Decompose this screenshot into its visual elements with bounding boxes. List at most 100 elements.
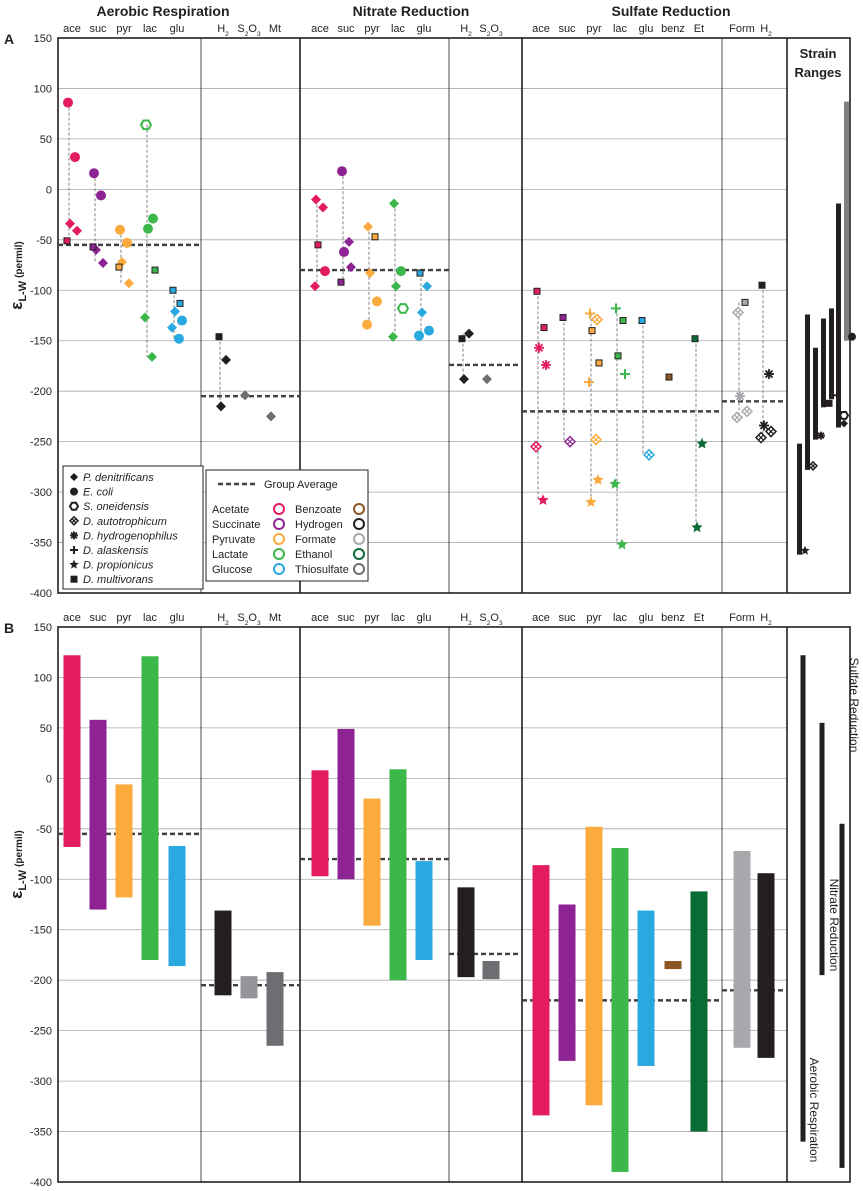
data-point [764,425,778,438]
label-part: Mt [269,612,281,624]
column-label: H2 [460,23,472,38]
y-tick-label: 150 [34,33,52,45]
label-part: H [760,612,768,624]
label-part: Form [729,612,755,624]
marker-asterisk-line [817,432,825,440]
data-point [124,278,134,289]
data-point [320,266,330,277]
marker-diamond [459,374,469,385]
marker-diamond [391,281,401,292]
strain-range-bar [844,101,849,341]
data-point [346,262,356,273]
data-point [65,218,75,229]
data-point [115,263,123,271]
data-point [169,286,177,294]
data-point [240,390,250,401]
data-point [396,303,410,314]
data-point [215,333,223,341]
y-tick-label: -250 [30,437,52,449]
marker-diamond [98,258,108,269]
legend-substrate-swatch [353,503,365,515]
marker-asterisk-line [759,421,769,430]
data-point [122,237,132,248]
marker-circle [848,332,856,341]
y-tick-label: 50 [40,134,52,146]
legend-substrate-swatch [353,533,365,545]
data-point [464,328,474,339]
column-label: Form [729,612,755,624]
data-point [592,474,604,485]
range-bar [733,851,751,1048]
data-point [422,281,432,292]
data-point [216,401,226,412]
marker-diamond [124,278,134,289]
label-part: O [490,23,499,35]
range-bar [637,910,655,1066]
data-point [764,369,774,380]
data-point [585,308,595,319]
data-point [541,359,551,370]
column-label: Form [729,23,755,35]
label-part: pyr [586,23,602,35]
data-point [482,374,492,385]
marker-checker-line [71,518,77,524]
range-bar [266,972,284,1046]
legend-strain-label: D. multivorans [83,574,154,586]
data-point [529,440,543,453]
label-part: 2 [468,620,472,627]
marker-diamond [266,411,276,422]
y-tick-label: 150 [34,622,52,634]
column-label: pyr [364,612,380,624]
marker-hash [371,233,379,241]
legend-substrate-swatch [273,503,285,515]
data-point [318,202,328,213]
marker-hash [691,335,699,343]
marker-asterisk-line [70,531,78,539]
legend-substrate-label: Ethanol [295,549,332,561]
marker-diamond [221,354,231,365]
marker-star [609,478,621,489]
data-point [563,435,577,448]
label-part: S [237,23,244,35]
process-range-label: Nitrate Reduction [827,879,841,972]
label-part: Form [729,23,755,35]
data-point [89,168,99,179]
marker-hash [115,263,123,271]
label-part: suc [558,612,576,624]
marker-hexagon [838,411,850,420]
range-bar [89,719,107,910]
legend-substrate-swatch [273,533,285,545]
column-label: lac [391,612,406,624]
marker-checker-line [735,309,741,316]
label-part: suc [89,612,107,624]
marker-hash [215,333,223,341]
marker-hash [314,241,322,249]
data-point [389,198,399,209]
data-point [344,236,354,247]
range-bar [664,961,682,970]
strain-range-marker [800,545,810,555]
data-point [759,420,769,431]
legend: P. denitrificans E. coli S. oneidensis D. a… [62,465,369,590]
data-point [458,335,466,343]
marker-diamond [318,202,328,213]
marker-hash [588,327,596,335]
y-tick-label: -350 [30,1127,52,1139]
label-part: Mt [269,23,281,35]
marker-diamond [70,473,78,481]
y-tick-label: -50 [36,235,52,247]
data-point [540,324,548,332]
data-point [665,373,673,381]
data-point [642,448,656,461]
strain-legend-box [62,465,204,590]
column-label: ace [63,612,81,624]
strain-range-bar [836,203,841,428]
label-part: 3 [499,620,503,627]
marker-hash [614,352,622,360]
marker-star [585,496,597,507]
label-part: ace [532,23,550,35]
marker-asterisk-line [534,343,544,352]
marker-hash [619,317,627,325]
data-point [691,335,699,343]
strain-range-bar [829,308,834,400]
